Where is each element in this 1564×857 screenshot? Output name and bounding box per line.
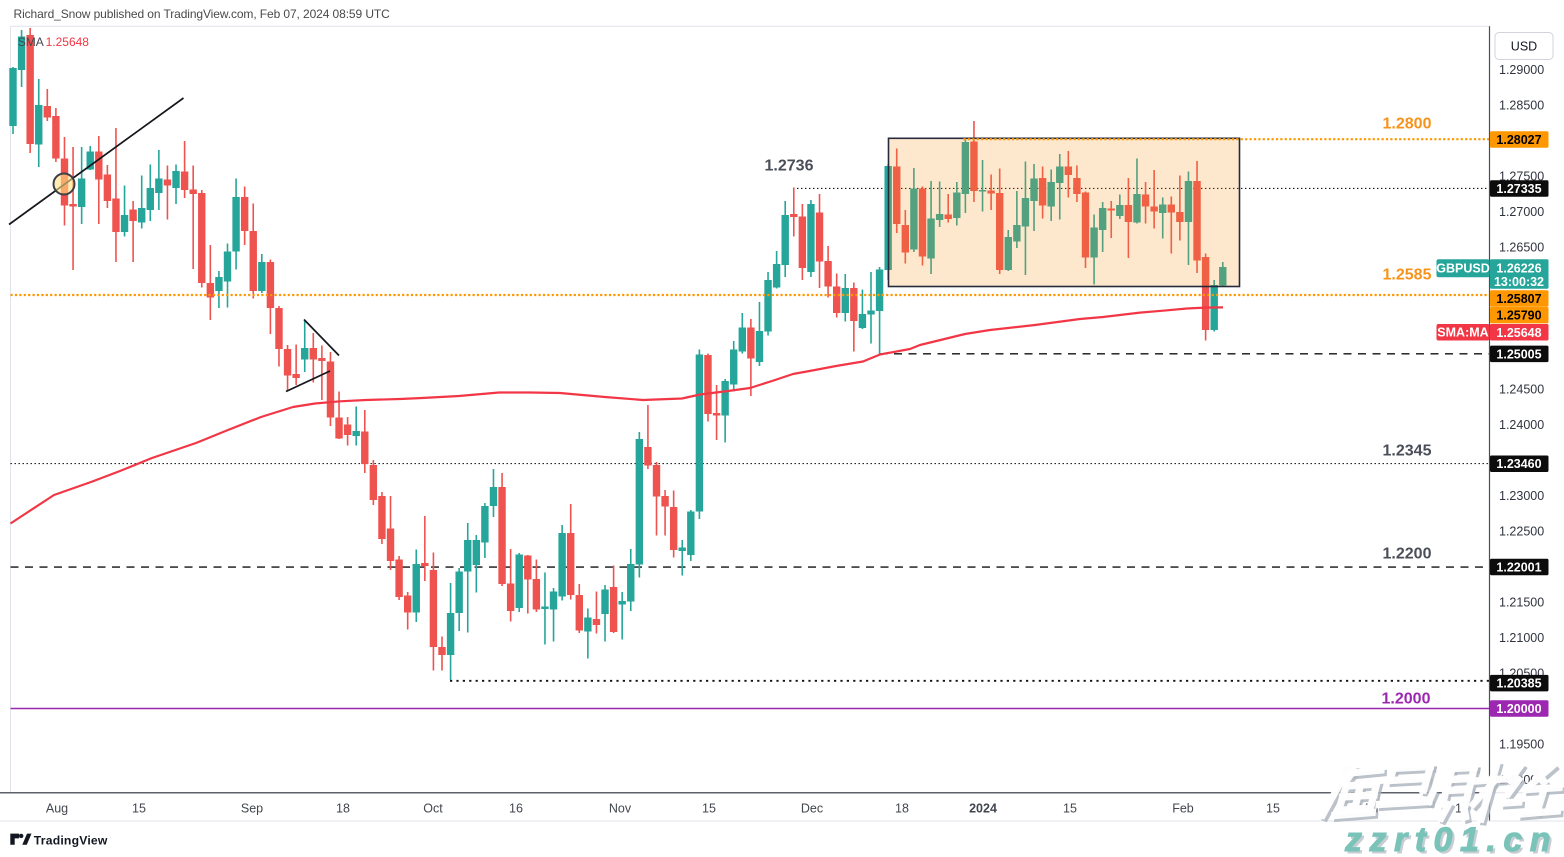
svg-text:1.25790: 1.25790	[1496, 309, 1541, 323]
svg-text:1.21000: 1.21000	[1499, 631, 1544, 645]
svg-text:1.28500: 1.28500	[1499, 98, 1544, 112]
svg-text:2024: 2024	[969, 802, 997, 816]
svg-text:1.28027: 1.28027	[1496, 133, 1541, 147]
svg-text:1.24500: 1.24500	[1499, 382, 1544, 396]
svg-text:SMA:MA: SMA:MA	[1437, 326, 1488, 340]
svg-text:18: 18	[895, 802, 909, 816]
svg-text:1.22500: 1.22500	[1499, 524, 1544, 538]
svg-text:SMA: SMA	[18, 35, 44, 49]
svg-text:13:00:32: 13:00:32	[1494, 275, 1544, 289]
svg-text:Dec: Dec	[801, 802, 823, 816]
svg-text:Richard_Snow published on Trad: Richard_Snow published on TradingView.co…	[14, 7, 391, 21]
svg-text:1.2800: 1.2800	[1383, 116, 1432, 133]
svg-text:Nov: Nov	[609, 802, 632, 816]
svg-text:15: 15	[702, 802, 716, 816]
svg-text:1.20000: 1.20000	[1496, 702, 1541, 716]
svg-text:1.2736: 1.2736	[765, 158, 814, 175]
svg-text:15: 15	[1266, 802, 1280, 816]
svg-text:1.19500: 1.19500	[1499, 737, 1544, 751]
svg-text:zzrt01.cn: zzrt01.cn	[1344, 821, 1558, 857]
svg-text:16: 16	[509, 802, 523, 816]
svg-text:1.27000: 1.27000	[1499, 205, 1544, 219]
svg-text:1.2585: 1.2585	[1383, 267, 1432, 284]
svg-text:1.25648: 1.25648	[1496, 326, 1541, 340]
svg-text:1.2345: 1.2345	[1383, 443, 1432, 460]
svg-text:15: 15	[1063, 802, 1077, 816]
svg-text:1.2000: 1.2000	[1382, 691, 1431, 708]
svg-text:1.23000: 1.23000	[1499, 489, 1544, 503]
svg-text:1.27500: 1.27500	[1499, 169, 1544, 183]
svg-text:1.21500: 1.21500	[1499, 595, 1544, 609]
svg-text:1.27335: 1.27335	[1496, 182, 1541, 196]
svg-text:1.29000: 1.29000	[1499, 63, 1544, 77]
svg-text:1.2200: 1.2200	[1383, 546, 1432, 563]
svg-text:1.20385: 1.20385	[1496, 677, 1541, 691]
svg-text:1.25807: 1.25807	[1496, 292, 1541, 306]
svg-text:1.26500: 1.26500	[1499, 240, 1544, 254]
svg-text:1.25005: 1.25005	[1496, 347, 1541, 361]
svg-text:Aug: Aug	[46, 802, 68, 816]
svg-text:Oct: Oct	[423, 802, 443, 816]
svg-text:Sep: Sep	[241, 802, 263, 816]
svg-text:zzrt01.cn: zzrt01.cn	[1347, 824, 1561, 857]
svg-text:18: 18	[336, 802, 350, 816]
svg-text:1.24000: 1.24000	[1499, 418, 1544, 432]
svg-text:TradingView: TradingView	[34, 834, 108, 848]
svg-text:Feb: Feb	[1172, 802, 1194, 816]
svg-text:15: 15	[132, 802, 146, 816]
svg-text:1.22001: 1.22001	[1496, 561, 1541, 575]
svg-text:USD: USD	[1511, 40, 1537, 54]
svg-text:1.26226: 1.26226	[1496, 261, 1541, 275]
svg-text:1.25648: 1.25648	[46, 35, 90, 49]
svg-text:GBPUSD: GBPUSD	[1436, 262, 1489, 276]
svg-text:1.23460: 1.23460	[1496, 457, 1541, 471]
